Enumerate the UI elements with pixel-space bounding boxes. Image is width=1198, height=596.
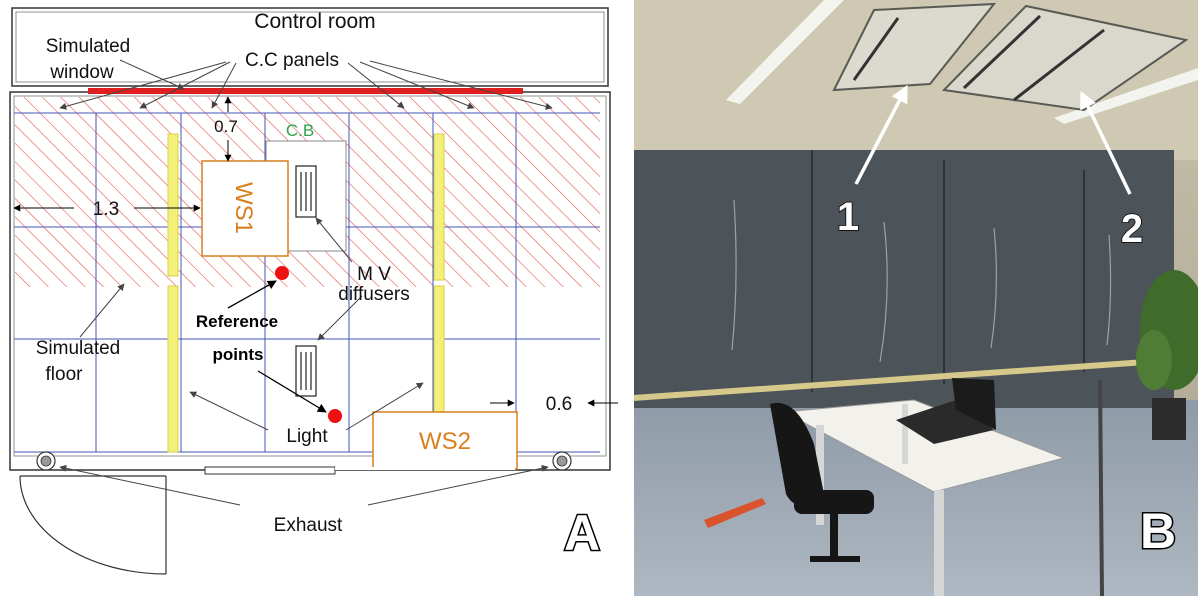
exhaust-left [36, 451, 56, 471]
panel-a-letter: A [564, 505, 600, 561]
control-room-box [11, 7, 609, 87]
mv-diffusers-label-line2: diffusers [338, 284, 409, 305]
light-fixtures [167, 133, 445, 453]
dimension-markers [13, 96, 618, 407]
simulated-floor-label-line1: Simulated [36, 338, 121, 359]
photo-annotation-arrows [854, 84, 1132, 195]
simulated-window-label-line1: Simulated [46, 36, 131, 57]
plant [1136, 270, 1198, 440]
light-label: Light [286, 426, 328, 447]
cb-label: C.B [286, 121, 314, 140]
gray-wall-panels [634, 150, 1174, 408]
mv-diffuser-2 [295, 345, 317, 397]
reference-points-label-line1: Reference [196, 312, 278, 331]
dimension-07-label: 0.7 [214, 117, 238, 136]
panel-b-letter: B [1140, 503, 1176, 559]
exhaust-label: Exhaust [274, 515, 343, 536]
reference-points-label-line2: points [213, 345, 264, 364]
simulated-floor-label-line2: floor [46, 364, 84, 385]
ws2-box [372, 411, 518, 470]
power-strip [704, 498, 766, 528]
ceiling-panel-2 [941, 4, 1189, 112]
photo-label-2: 2 [1121, 207, 1143, 251]
reference-point-arrows [227, 280, 327, 413]
office-chair [770, 402, 874, 562]
simulated-window-label-line2: window [49, 62, 114, 83]
simulated-window [88, 88, 523, 94]
reference-point-2 [328, 409, 342, 423]
ws2-label: WS2 [419, 428, 471, 455]
cc-panels-label: C.C panels [245, 50, 339, 71]
floor-plan-diagram: Control room C.B WS1 [9, 7, 618, 575]
mv-diffusers-label-line1: M V [357, 264, 391, 285]
mv-diffuser-1 [295, 165, 317, 218]
dimension-13-label: 1.3 [93, 199, 119, 220]
control-room-label: Control room [254, 10, 375, 33]
photo-label-1: 1 [837, 195, 859, 239]
exhaust-right [552, 451, 572, 471]
desk [782, 399, 1066, 493]
dimension-06-label: 0.6 [546, 394, 572, 415]
ws1-box [201, 160, 289, 257]
room-photo: 1 2 B [634, 0, 1198, 596]
reference-point-1 [275, 266, 289, 280]
ws1-label: WS1 [230, 182, 257, 234]
sensor-stand [1098, 379, 1104, 596]
annotation-arrows [59, 59, 553, 506]
ceiling-light-left [726, 0, 844, 104]
door [19, 475, 167, 575]
